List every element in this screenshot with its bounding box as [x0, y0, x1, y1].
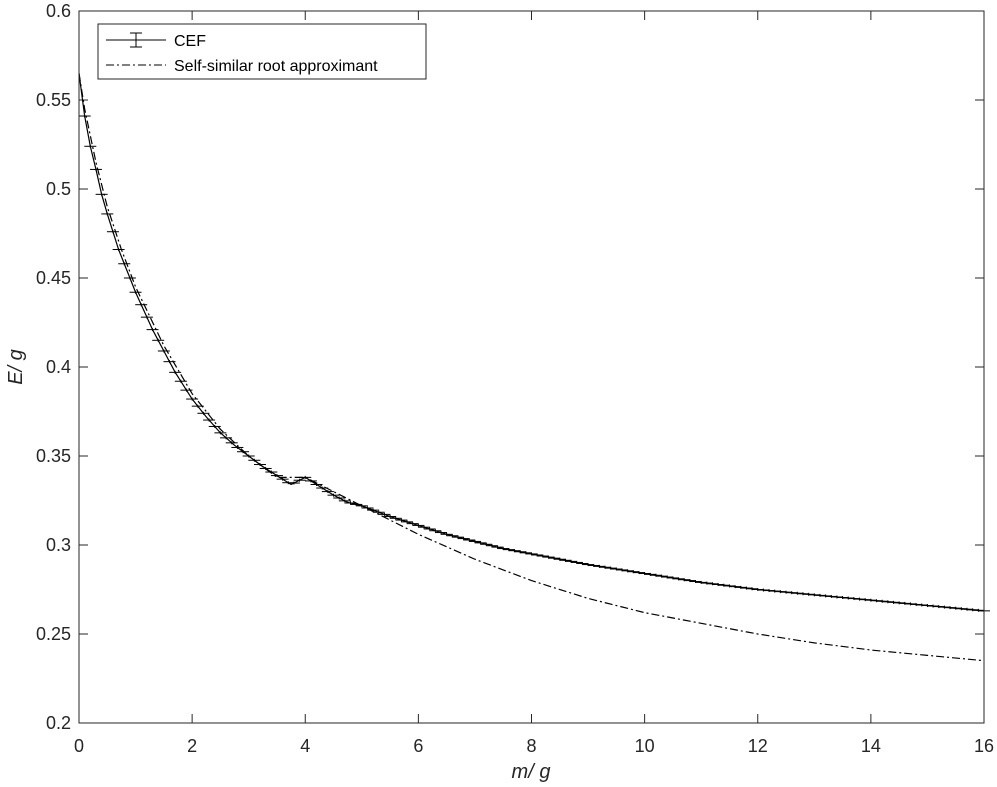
y-tick-label: 0.25: [36, 624, 71, 644]
legend-box: [97, 23, 427, 80]
y-tick-label: 0.35: [36, 446, 71, 466]
x-tick-label: 6: [413, 736, 423, 756]
x-axis-ticks: 0 2 4 6 8 10 12 14 16: [74, 11, 994, 756]
y-tick-label: 0.5: [46, 179, 71, 199]
series: [78, 73, 990, 662]
y-tick-label: 0.6: [46, 1, 71, 21]
x-tick-label: 4: [300, 736, 310, 756]
legend-label-cef: CEF: [174, 33, 206, 50]
y-axis-label: E/ g: [5, 349, 27, 385]
y-tick-label: 0.2: [46, 713, 71, 733]
plot-area: [79, 11, 984, 723]
x-axis-label: m/ g: [512, 761, 551, 783]
x-tick-label: 10: [635, 736, 655, 756]
x-tick-label: 16: [974, 736, 994, 756]
x-tick-label: 2: [187, 736, 197, 756]
y-tick-label: 0.3: [46, 535, 71, 555]
y-axis-ticks: 0.2 0.25 0.3 0.35 0.4 0.45 0.5 0.55 0.6: [36, 1, 984, 733]
y-tick-label: 0.55: [36, 90, 71, 110]
legend-label-approximant: Self-similar root approximant: [174, 58, 378, 75]
x-tick-label: 0: [74, 736, 84, 756]
x-tick-label: 8: [526, 736, 536, 756]
plot-frame: [78, 10, 985, 724]
y-tick-label: 0.45: [36, 268, 71, 288]
x-tick-label: 14: [861, 736, 881, 756]
y-tick-label: 0.4: [46, 357, 71, 377]
x-tick-label: 12: [748, 736, 768, 756]
legend: CEF Self-similar root approximant: [97, 23, 427, 80]
series-line-approximant: [78, 73, 985, 662]
